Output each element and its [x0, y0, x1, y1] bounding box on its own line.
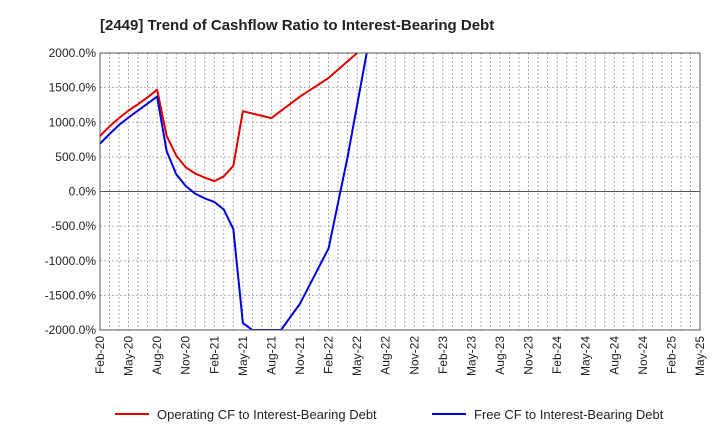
x-tick-label: Aug-20: [150, 336, 164, 375]
x-tick-label: Aug-24: [607, 336, 621, 375]
y-tick-label: 2000.0%: [49, 46, 97, 60]
x-tick-label: Nov-21: [293, 336, 307, 375]
legend-label: Operating CF to Interest-Bearing Debt: [157, 407, 377, 422]
plot-border: [99, 52, 701, 331]
x-tick-label: Nov-22: [407, 336, 421, 375]
y-tick-label: -2000.0%: [45, 323, 97, 337]
x-tick-label: Aug-21: [264, 336, 278, 375]
x-tick-label: May-25: [693, 336, 707, 376]
series-lines: [100, 53, 368, 330]
x-tick-label: May-23: [464, 336, 478, 376]
x-tick-label: Feb-22: [322, 336, 336, 374]
x-tick-label: Feb-21: [207, 336, 221, 374]
y-tick-label: 0.0%: [69, 185, 97, 199]
x-tick-label: Feb-25: [664, 336, 678, 374]
x-tick-label: Nov-20: [179, 336, 193, 375]
x-tick-label: Nov-23: [522, 336, 536, 375]
x-tick-label: May-21: [236, 336, 250, 376]
x-tick-label: Aug-23: [493, 336, 507, 375]
x-tick-label: Feb-24: [550, 336, 564, 374]
x-tick-label: Aug-22: [379, 336, 393, 375]
legend: Operating CF to Interest-Bearing Debt Fre…: [115, 407, 664, 422]
y-tick-label: -1500.0%: [45, 288, 97, 302]
y-tick-label: -500.0%: [51, 219, 96, 233]
y-tick-label: 1500.0%: [49, 81, 97, 95]
x-tick-label: May-24: [579, 336, 593, 376]
x-tick-label: Feb-20: [93, 336, 107, 374]
x-tick-label: Nov-24: [636, 336, 650, 375]
y-axis-ticks: 2000.0% 1500.0% 1000.0% 500.0% 0.0% -500.0% -1…: [45, 46, 97, 337]
x-tick-label: Feb-23: [436, 336, 450, 374]
series-line: [100, 53, 368, 330]
y-tick-label: 500.0%: [55, 150, 96, 164]
legend-label: Free CF to Interest-Bearing Debt: [474, 407, 664, 422]
x-axis-ticks: Feb-20 May-20 Aug-20 Nov-20 Feb-21 May-21 Aug-…: [93, 336, 707, 376]
chart-title: [2449] Trend of Cashflow Ratio to Intere…: [100, 17, 494, 34]
x-tick-label: May-22: [350, 336, 364, 376]
plot-frame: [99, 52, 701, 331]
y-tick-label: 1000.0%: [49, 115, 97, 129]
plot-grid: [99, 52, 701, 331]
x-tick-label: May-20: [122, 336, 136, 376]
series-line: [100, 53, 358, 183]
y-tick-label: -1000.0%: [45, 254, 97, 268]
